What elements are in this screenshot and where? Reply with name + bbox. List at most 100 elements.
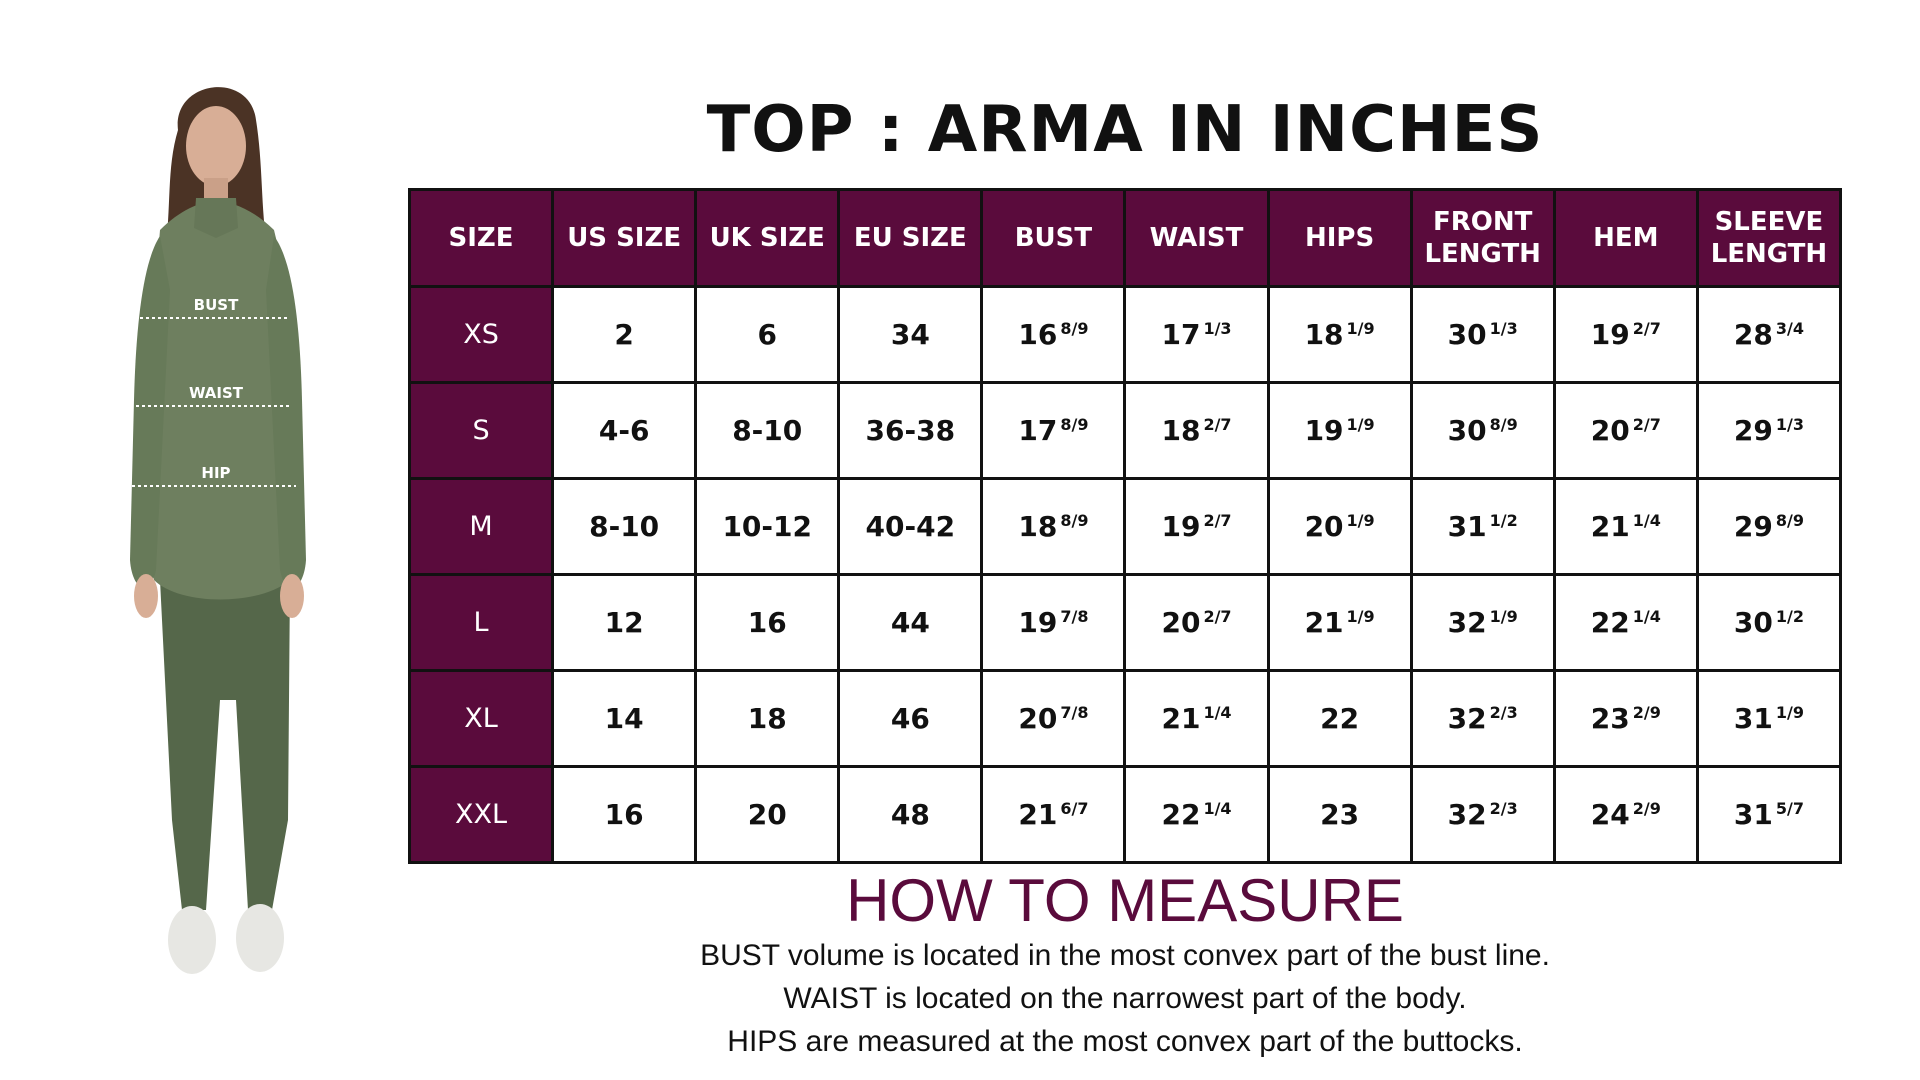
header-size: SIZE <box>407 188 555 288</box>
header-uk-size: UK SIZE <box>694 188 841 288</box>
waist-fraction-value: 2/7 <box>1203 414 1232 434</box>
waist-cell: 17 1/3 <box>1123 285 1270 384</box>
sleeve-cell: 29 1/3 <box>1695 381 1843 480</box>
hem-whole-value: 22 <box>1590 606 1630 639</box>
header-us-size: US SIZE <box>551 188 698 288</box>
bust-cell: 17 8/9 <box>980 381 1127 480</box>
sleeve-cell: 31 1/9 <box>1695 669 1843 768</box>
bust-whole-value: 20 <box>1018 702 1058 735</box>
sleeve-fraction-value: 3/4 <box>1775 318 1804 338</box>
model-figure-illustration: BUST WAIST HIP <box>130 87 306 974</box>
bust-whole-value: 19 <box>1018 606 1058 639</box>
hips-whole-value: 19 <box>1304 414 1344 447</box>
hem-cell: 20 2/7 <box>1552 381 1699 480</box>
hips-cell: 18 1/9 <box>1266 285 1413 384</box>
sleeve-cell: 30 1/2 <box>1695 573 1843 672</box>
sleeve-cell: 29 8/9 <box>1695 477 1843 576</box>
header-front-length: FRONT LENGTH <box>1409 188 1556 288</box>
size-cell: M <box>407 477 555 576</box>
model-figure: BUST WAIST HIP <box>60 60 360 990</box>
hips-whole-value: 21 <box>1304 606 1344 639</box>
right-shoe <box>236 904 284 972</box>
front-fraction-value: 2/3 <box>1489 798 1518 818</box>
eu-size-cell: 40-42 <box>837 477 984 576</box>
bust-fraction-value: 6/7 <box>1060 798 1089 818</box>
waist-fraction-value: 1/4 <box>1203 702 1232 722</box>
header-eu-size: EU SIZE <box>837 188 984 288</box>
hem-cell: 23 2/9 <box>1552 669 1699 768</box>
hips-cell: 19 1/9 <box>1266 381 1413 480</box>
waist-whole-value: 18 <box>1161 414 1201 447</box>
bust-whole-value: 16 <box>1018 318 1058 351</box>
waist-cell: 19 2/7 <box>1123 477 1270 576</box>
size-cell: S <box>407 381 555 480</box>
hips-whole-value: 22 <box>1320 702 1360 735</box>
bust-whole-value: 21 <box>1018 798 1058 831</box>
front-fraction-value: 1/3 <box>1489 318 1518 338</box>
hem-cell: 19 2/7 <box>1552 285 1699 384</box>
left-hand <box>134 574 158 618</box>
us-size-cell: 14 <box>551 669 698 768</box>
bust-fraction-value: 7/8 <box>1060 606 1089 626</box>
table-row: M 8-10 10-12 40-42 18 8/9 19 2/7 20 1/9 31 1/2 21 1/4… <box>407 477 1843 576</box>
front-whole-value: 30 <box>1447 414 1487 447</box>
waist-whole-value: 19 <box>1161 510 1201 543</box>
header-sleeve-length: SLEEVE LENGTH <box>1695 188 1843 288</box>
front-cell: 32 1/9 <box>1409 573 1556 672</box>
hips-fraction-value: 1/9 <box>1346 318 1375 338</box>
eu-size-cell: 36-38 <box>837 381 984 480</box>
leggings-shape <box>160 580 290 910</box>
measure-instruction-hips: HIPS are measured at the most convex par… <box>727 1025 1523 1058</box>
hem-whole-value: 24 <box>1590 798 1630 831</box>
hips-cell: 22 <box>1266 669 1413 768</box>
waist-cell: 20 2/7 <box>1123 573 1270 672</box>
face-shape <box>186 106 246 186</box>
hips-whole-value: 20 <box>1304 510 1344 543</box>
front-cell: 31 1/2 <box>1409 477 1556 576</box>
hips-fraction-value: 1/9 <box>1346 414 1375 434</box>
sleeve-fraction-value: 1/2 <box>1775 606 1804 626</box>
hips-cell: 23 <box>1266 765 1413 864</box>
sleeve-whole-value: 29 <box>1733 510 1773 543</box>
front-fraction-value: 1/2 <box>1489 510 1518 530</box>
uk-size-cell: 8-10 <box>694 381 841 480</box>
eu-size-cell: 46 <box>837 669 984 768</box>
table-body: XS 2 6 34 16 8/9 17 1/3 18 1/9 30 1/3 19 2/7 28 3/4 S 4-6… <box>407 285 1843 864</box>
eu-size-cell: 44 <box>837 573 984 672</box>
bust-fraction-value: 8/9 <box>1060 414 1089 434</box>
bust-whole-value: 18 <box>1018 510 1058 543</box>
header-waist: WAIST <box>1123 188 1270 288</box>
table-row: L 12 16 44 19 7/8 20 2/7 21 1/9 32 1/9 22 1/4 30 1/2 <box>407 573 1843 672</box>
us-size-cell: 4-6 <box>551 381 698 480</box>
front-whole-value: 32 <box>1447 702 1487 735</box>
hem-whole-value: 19 <box>1590 318 1630 351</box>
hips-cell: 20 1/9 <box>1266 477 1413 576</box>
us-size-cell: 16 <box>551 765 698 864</box>
eu-size-cell: 34 <box>837 285 984 384</box>
hips-fraction-value: 1/9 <box>1346 606 1375 626</box>
left-sleeve <box>130 236 170 589</box>
waist-cell: 22 1/4 <box>1123 765 1270 864</box>
hem-fraction-value: 2/7 <box>1632 318 1661 338</box>
us-size-cell: 2 <box>551 285 698 384</box>
front-fraction-value: 1/9 <box>1489 606 1518 626</box>
waist-whole-value: 22 <box>1161 798 1201 831</box>
measure-instruction-waist: WAIST is located on the narrowest part o… <box>783 982 1467 1015</box>
hem-fraction-value: 1/4 <box>1632 510 1661 530</box>
sleeve-whole-value: 30 <box>1733 606 1773 639</box>
hem-fraction-value: 2/9 <box>1632 798 1661 818</box>
hem-cell: 24 2/9 <box>1552 765 1699 864</box>
header-bust: BUST <box>980 188 1127 288</box>
hem-cell: 22 1/4 <box>1552 573 1699 672</box>
uk-size-cell: 6 <box>694 285 841 384</box>
table-row: XL 14 18 46 20 7/8 21 1/4 22 32 2/3 23 2/9 31 1/9 <box>407 669 1843 768</box>
waist-cell: 21 1/4 <box>1123 669 1270 768</box>
front-whole-value: 30 <box>1447 318 1487 351</box>
sleeve-cell: 28 3/4 <box>1695 285 1843 384</box>
header-hem: HEM <box>1552 188 1699 288</box>
waist-fraction-value: 2/7 <box>1203 606 1232 626</box>
shirt-shape <box>154 200 290 600</box>
waist-fraction-value: 1/3 <box>1203 318 1232 338</box>
uk-size-cell: 20 <box>694 765 841 864</box>
collar-shape <box>194 198 238 238</box>
